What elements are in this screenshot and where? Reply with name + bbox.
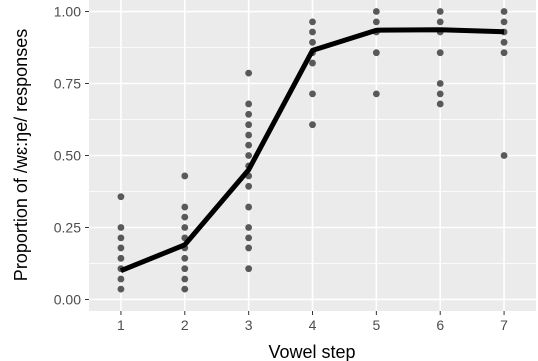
data-point xyxy=(117,285,125,293)
data-point xyxy=(245,121,253,129)
axes: 0.00 0.25 0.50 0.75 1.00 1 2 3 4 5 6 7 xyxy=(54,4,508,333)
data-points xyxy=(117,8,508,293)
data-point xyxy=(436,8,444,15)
data-point xyxy=(181,265,189,273)
x-tick-label: 5 xyxy=(372,317,380,333)
data-point xyxy=(436,100,444,108)
x-tick-label: 2 xyxy=(181,317,189,333)
data-point xyxy=(500,8,508,15)
data-point xyxy=(245,203,253,211)
data-point xyxy=(436,90,444,98)
data-point xyxy=(117,275,125,283)
data-point xyxy=(309,90,316,98)
data-point xyxy=(309,38,316,46)
x-tick-label: 6 xyxy=(436,317,444,333)
data-point xyxy=(181,213,189,221)
data-point xyxy=(245,182,253,190)
y-tick-label: 1.00 xyxy=(54,4,81,20)
data-point xyxy=(500,38,508,46)
data-point xyxy=(117,244,125,252)
y-axis-title: Proportion of /wɛ:ŋe/ responses xyxy=(11,29,31,281)
data-point xyxy=(309,121,316,129)
y-tick-label: 0.50 xyxy=(54,148,81,164)
data-point xyxy=(181,275,189,283)
data-point xyxy=(309,18,316,26)
data-point xyxy=(181,172,189,180)
data-point xyxy=(500,49,508,57)
data-point xyxy=(372,49,380,57)
data-point xyxy=(436,80,444,87)
x-axis-title: Vowel step xyxy=(268,342,355,361)
data-point xyxy=(245,110,253,118)
data-point xyxy=(372,8,380,15)
data-point xyxy=(117,193,125,201)
data-point xyxy=(436,49,444,57)
data-point xyxy=(245,69,253,77)
data-point xyxy=(245,234,253,242)
data-point xyxy=(436,18,444,26)
data-point xyxy=(181,224,189,231)
mean-line-path xyxy=(119,27,505,274)
data-point xyxy=(372,18,380,26)
data-point xyxy=(181,285,189,293)
y-tick-label: 0.00 xyxy=(54,291,81,307)
data-point xyxy=(500,18,508,26)
data-point xyxy=(117,254,125,262)
y-tick-label: 0.75 xyxy=(54,76,81,92)
data-point xyxy=(181,203,189,211)
data-point xyxy=(245,100,253,108)
data-point xyxy=(309,59,316,67)
data-point xyxy=(245,244,253,252)
data-point xyxy=(181,254,189,262)
x-tick-label: 4 xyxy=(309,317,317,333)
x-tick-label: 1 xyxy=(117,317,125,333)
data-point xyxy=(245,152,253,159)
data-point xyxy=(309,28,316,36)
data-point xyxy=(245,131,253,139)
data-point xyxy=(245,224,253,231)
x-tick-label: 3 xyxy=(245,317,253,333)
data-point xyxy=(117,234,125,242)
data-point xyxy=(245,141,253,149)
y-tick-label: 0.25 xyxy=(54,219,81,235)
data-point xyxy=(372,90,380,98)
mean-line xyxy=(119,27,505,274)
data-point xyxy=(500,152,508,159)
data-point xyxy=(117,224,125,231)
x-tick-label: 7 xyxy=(500,317,508,333)
data-point xyxy=(245,265,253,273)
